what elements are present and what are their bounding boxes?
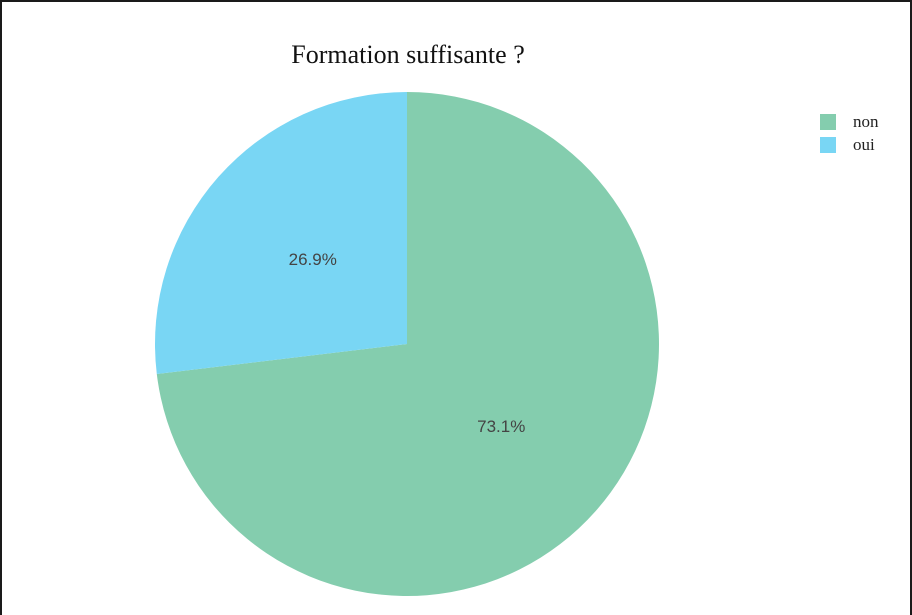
legend-label-non: non [853, 111, 879, 131]
legend-swatch-non [820, 113, 836, 130]
legend-item-non: non [820, 110, 879, 133]
legend-swatch-oui [820, 136, 836, 153]
slice-label-non: 73.1% [477, 417, 525, 436]
pie-slice-non [156, 92, 660, 596]
legend-item-oui: oui [820, 133, 879, 156]
legend-label-oui: oui [853, 134, 875, 154]
legend: non oui [820, 110, 879, 156]
chart-title: Formation suffisante ? [291, 40, 525, 69]
pie-slice-oui [155, 92, 407, 375]
slice-label-oui: 26.9% [289, 250, 337, 269]
